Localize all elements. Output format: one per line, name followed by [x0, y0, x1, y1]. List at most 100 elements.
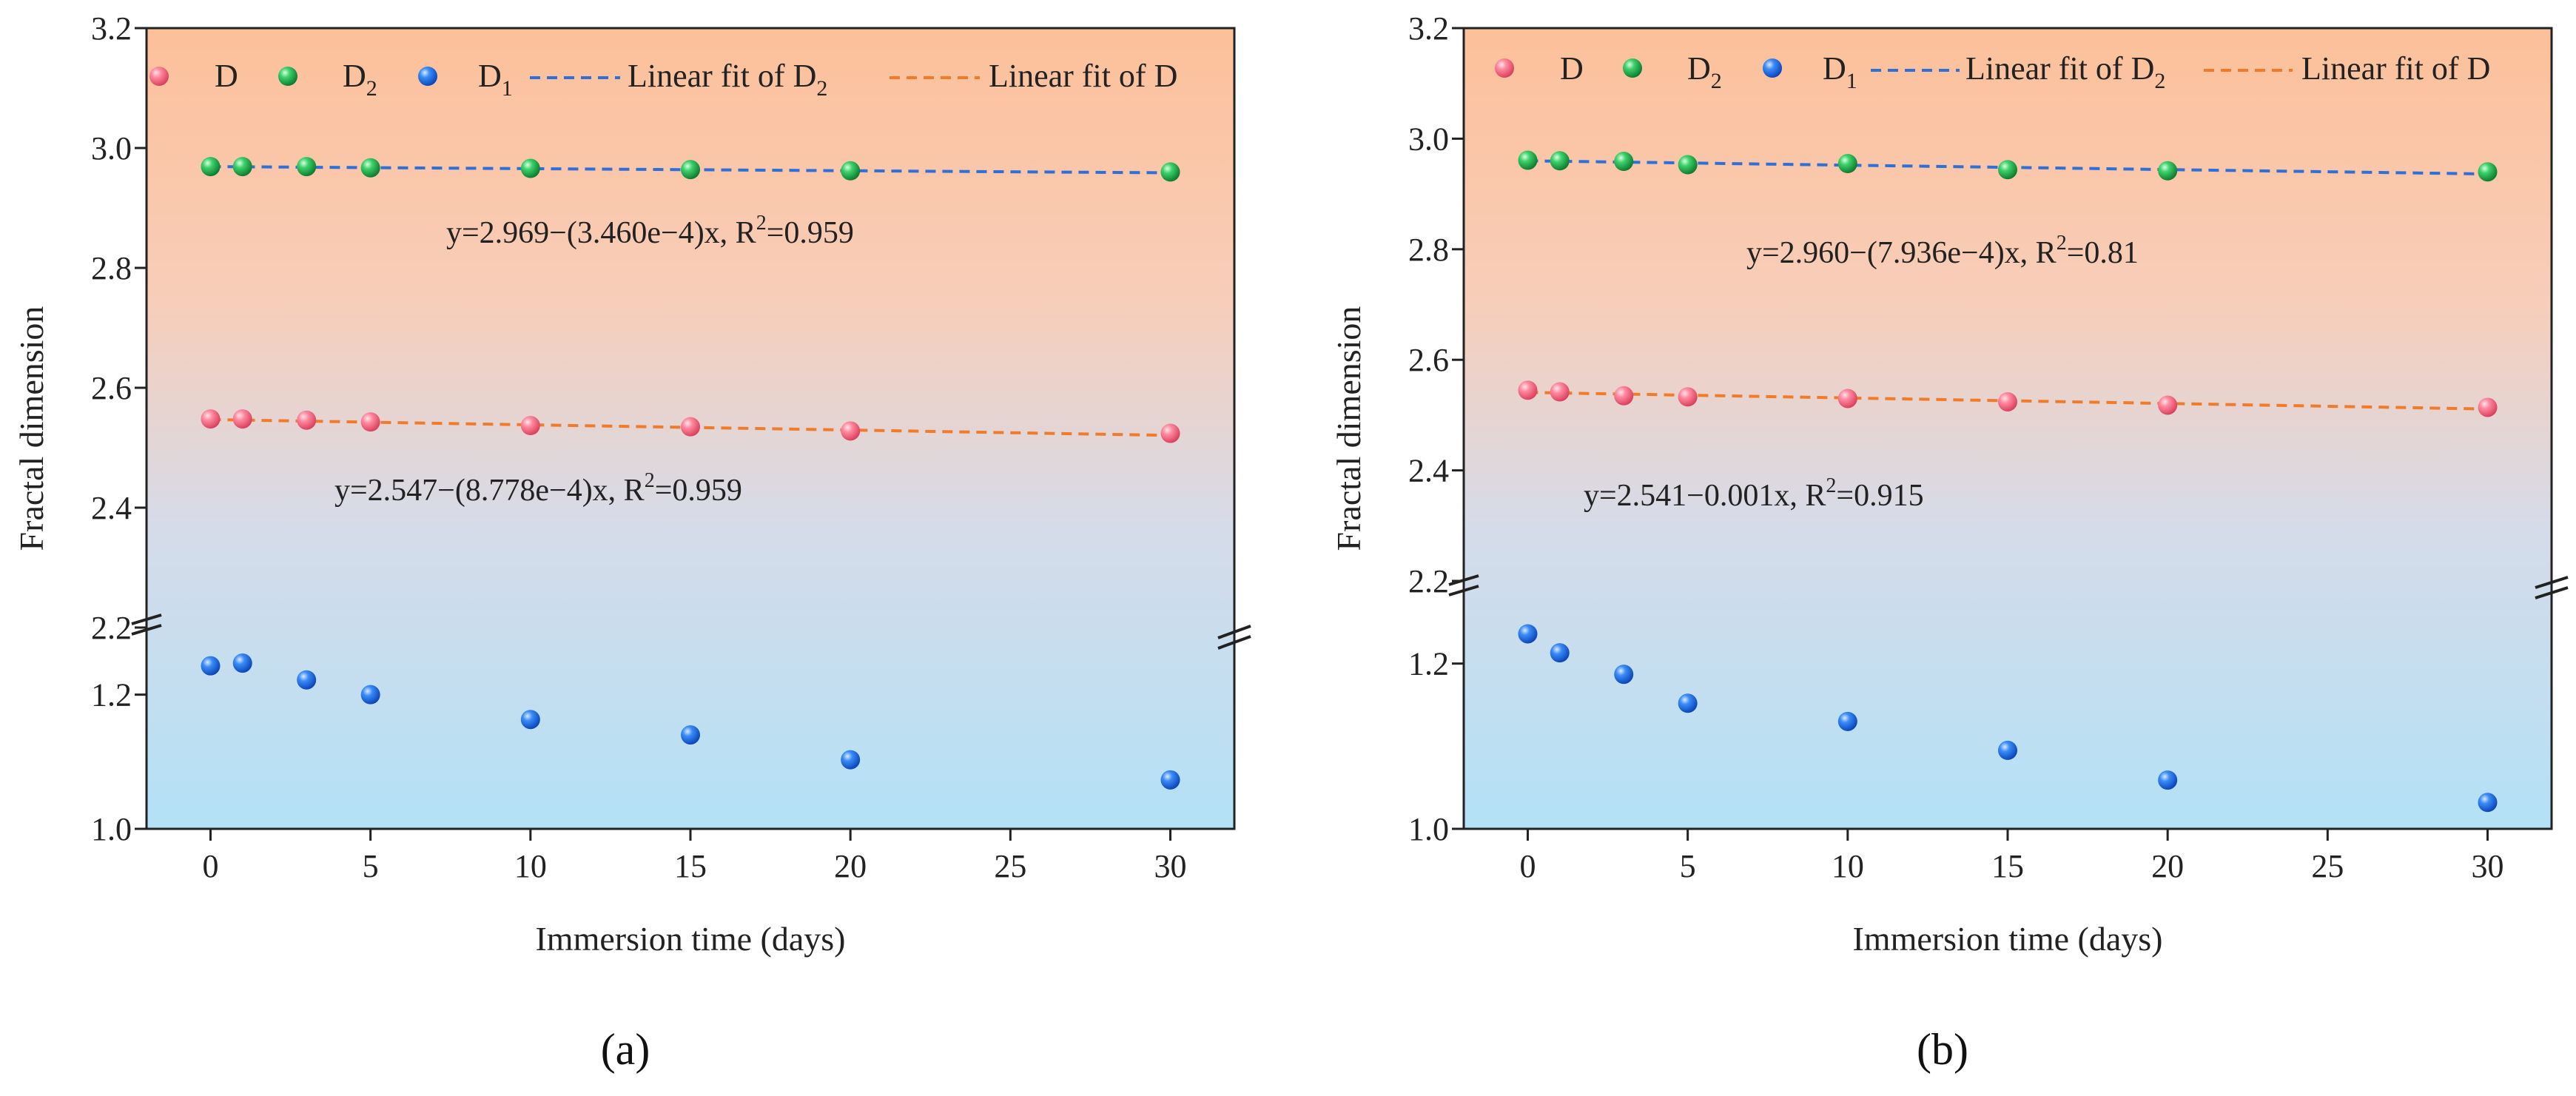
data-points	[1518, 150, 2498, 813]
data-point-d	[841, 421, 861, 441]
data-point-d2	[1998, 160, 2017, 180]
y-tick-label: 3.0	[1408, 121, 1449, 157]
x-tick-label: 25	[994, 848, 1026, 884]
legend-label-d2: D2	[1687, 50, 1722, 93]
y-tick-label: 2.2	[91, 610, 132, 646]
panel-label: (a)	[601, 1025, 650, 1074]
equation-fit-d: y=2.541−0.001x, R2=0.915	[1584, 474, 1924, 513]
data-point-d2	[1160, 162, 1180, 182]
data-point-d1	[2158, 770, 2178, 790]
x-tick-label: 10	[514, 848, 547, 884]
panel-label: (b)	[1917, 1025, 1968, 1074]
data-point-d2	[1678, 155, 1698, 175]
data-point-d	[2158, 395, 2178, 415]
legend-marker-d	[149, 67, 169, 86]
axis-ticks: 0 5 10 15 20 25 30 2.2 2.4 2.6 2.8 3.0 3.2 1.0 1.2	[1408, 10, 2504, 884]
y-tick-label: 3.0	[91, 130, 132, 167]
x-tick-label: 5	[363, 848, 379, 884]
y-tick-label: 1.2	[91, 677, 132, 713]
y-tick-label: 3.2	[91, 10, 132, 47]
data-point-d2	[1614, 152, 1634, 172]
x-tick-label: 30	[2472, 848, 2504, 884]
data-point-d2	[1518, 150, 1538, 170]
data-point-d1	[1160, 770, 1180, 790]
legend-label-d1: D1	[478, 58, 513, 101]
legend-label-d: D	[215, 58, 238, 94]
data-point-d	[232, 409, 252, 429]
x-axis-title: Immersion time (days)	[535, 920, 845, 958]
data-point-d2	[297, 157, 317, 177]
data-point-d1	[520, 710, 540, 730]
equation-fit-d2: y=2.960−(7.936e−4)x, R2=0.81	[1746, 232, 2139, 270]
data-point-d	[1518, 380, 1538, 400]
legend-label-fit-d2: Linear fit of D2	[1965, 50, 2165, 93]
x-tick-label: 15	[674, 848, 707, 884]
data-point-d2	[201, 157, 221, 177]
y-axis-title: Fractal dimension	[1330, 306, 1368, 551]
x-tick-label: 20	[834, 848, 867, 884]
legend-marker-d2	[278, 67, 297, 86]
x-tick-label: 5	[1680, 848, 1696, 884]
y-tick-label: 3.2	[1408, 10, 1449, 47]
data-point-d2	[2478, 162, 2498, 182]
data-point-d2	[232, 157, 252, 177]
x-tick-label: 10	[1832, 848, 1864, 884]
panel-b: 0 5 10 15 20 25 30 2.2 2.4 2.6 2.8 3.0 3.2 1.0 1.2 D D…	[1330, 10, 2569, 1074]
data-point-d1	[2478, 793, 2498, 813]
data-point-d2	[681, 160, 700, 180]
data-point-d1	[681, 725, 700, 745]
y-tick-label: 2.2	[1408, 563, 1449, 599]
panel-a: 0 5 10 15 20 25 30 2.2 2.4 2.6 2.8 3.0 3.2 1.0 1.2 D D…	[13, 10, 1251, 1074]
plot-background	[1462, 27, 2553, 830]
data-point-d	[201, 409, 221, 429]
data-point-d1	[232, 653, 252, 673]
x-tick-label: 20	[2151, 848, 2184, 884]
y-tick-label: 2.8	[91, 250, 132, 286]
legend-label-d2: D2	[343, 58, 377, 101]
equation-fit-d: y=2.547−(8.778e−4)x, R2=0.959	[334, 469, 742, 508]
data-point-d1	[360, 685, 380, 705]
data-point-d	[297, 410, 317, 430]
data-point-d2	[1837, 154, 1857, 174]
x-tick-label: 25	[2311, 848, 2344, 884]
legend-marker-d2	[1623, 58, 1642, 78]
data-point-d1	[1550, 643, 1570, 663]
y-tick-label: 1.2	[1408, 646, 1449, 682]
data-point-d	[1998, 391, 2017, 411]
legend-label-d: D	[1560, 50, 1584, 87]
data-point-d	[1550, 382, 1570, 402]
equation-fit-d2: y=2.969−(3.460e−4)x, R2=0.959	[446, 212, 854, 250]
axis-break-right	[1217, 625, 1251, 650]
data-point-d1	[297, 670, 317, 690]
legend: D D2 D1 Linear fit of D2 Linear fit of D	[149, 58, 1177, 101]
y-tick-label: 2.6	[1408, 342, 1449, 378]
data-points	[201, 157, 1180, 790]
axis-break-left	[131, 613, 162, 636]
data-point-d	[1614, 386, 1634, 406]
data-point-d	[360, 412, 380, 432]
y-axis-title: Fractal dimension	[13, 306, 50, 551]
y-tick-label: 2.4	[91, 490, 132, 526]
data-point-d1	[201, 656, 221, 676]
data-point-d1	[1998, 740, 2017, 760]
data-point-d	[1678, 387, 1698, 407]
x-tick-label: 0	[1519, 848, 1536, 884]
data-point-d2	[2158, 161, 2178, 181]
data-point-d	[681, 417, 700, 437]
data-point-d	[520, 416, 540, 436]
axis-ticks: 0 5 10 15 20 25 30 2.2 2.4 2.6 2.8 3.0 3.2 1.0 1.2	[91, 10, 1187, 884]
y-tick-label: 1.0	[91, 811, 132, 847]
data-point-d1	[1614, 665, 1634, 685]
legend-label-fit-d: Linear fit of D	[2301, 50, 2490, 87]
legend-marker-d	[1495, 58, 1514, 78]
axis-break-left	[1448, 574, 1479, 596]
data-point-d2	[841, 161, 861, 181]
x-axis-title: Immersion time (days)	[1852, 920, 2162, 958]
data-point-d	[2478, 397, 2498, 417]
data-point-d	[1160, 423, 1180, 443]
data-point-d2	[1550, 151, 1570, 171]
y-tick-label: 2.6	[91, 370, 132, 406]
y-tick-label: 1.0	[1408, 811, 1449, 847]
legend-label-fit-d: Linear fit of D	[989, 58, 1177, 94]
